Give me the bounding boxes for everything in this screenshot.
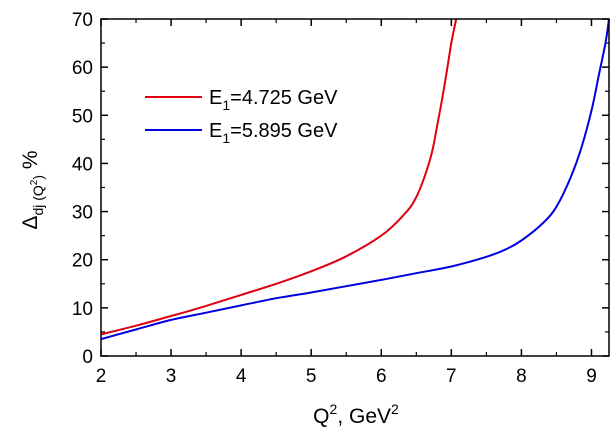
y-tick-label: 0 (82, 347, 93, 368)
y-tick-label: 50 (72, 106, 93, 127)
legend-label-series-1-prefix: E (209, 87, 222, 109)
x-tick-label: 3 (166, 366, 177, 387)
y-axis-title-unit: % (19, 150, 42, 175)
y-tick-label: 40 (72, 154, 93, 175)
x-tick-label: 2 (96, 366, 107, 387)
x-axis-title-mid: , GeV (337, 405, 391, 428)
x-tick-label: 8 (516, 366, 527, 387)
x-axis-title: Q2, GeV2 (313, 401, 399, 428)
x-tick-label: 4 (236, 366, 247, 387)
legend-label-series-2-prefix: E (209, 120, 222, 142)
series-line-2 (100, 18, 610, 341)
x-axis-title-sup: 2 (330, 401, 338, 417)
y-tick-label: 70 (72, 10, 93, 31)
legend-label-series-2-suffix: =5.895 GeV (230, 120, 338, 142)
legend: E1=4.725 GeV E1=5.895 GeV (145, 87, 338, 146)
y-tick-label: 30 (72, 203, 93, 224)
legend-label-series-2-sub: 1 (222, 130, 230, 146)
y-tick-label: 20 (72, 251, 93, 272)
x-tick-label: 9 (586, 366, 597, 387)
legend-label-series-2: E1=5.895 GeV (209, 120, 338, 146)
y-tick-label: 10 (72, 299, 93, 320)
y-axis-title-subsup: 2 (29, 179, 40, 185)
y-tick-label: 60 (72, 58, 93, 79)
x-axis-title-base: Q (313, 405, 329, 428)
legend-label-series-1: E1=4.725 GeV (209, 87, 338, 113)
series-layer (100, 18, 610, 341)
series-line-1 (100, 18, 458, 336)
legend-label-series-1-suffix: =4.725 GeV (230, 87, 338, 109)
x-axis-title-sup2: 2 (391, 401, 399, 417)
plot-frame (100, 18, 610, 357)
y-axis-title: Δdj (Q2) % (19, 150, 46, 229)
y-axis-title-sub: dj (Q (30, 185, 46, 215)
legend-label-series-1-sub: 1 (222, 97, 230, 113)
y-axis-title-delta: Δ (19, 216, 42, 230)
y-axis-title-subend: ) (30, 175, 46, 180)
ticks-layer: 2 3 4 5 6 7 8 9 0 10 20 30 40 50 60 70 (72, 10, 609, 387)
x-tick-label: 7 (446, 366, 457, 387)
x-tick-label: 6 (376, 366, 387, 387)
x-tick-label: 5 (306, 366, 317, 387)
